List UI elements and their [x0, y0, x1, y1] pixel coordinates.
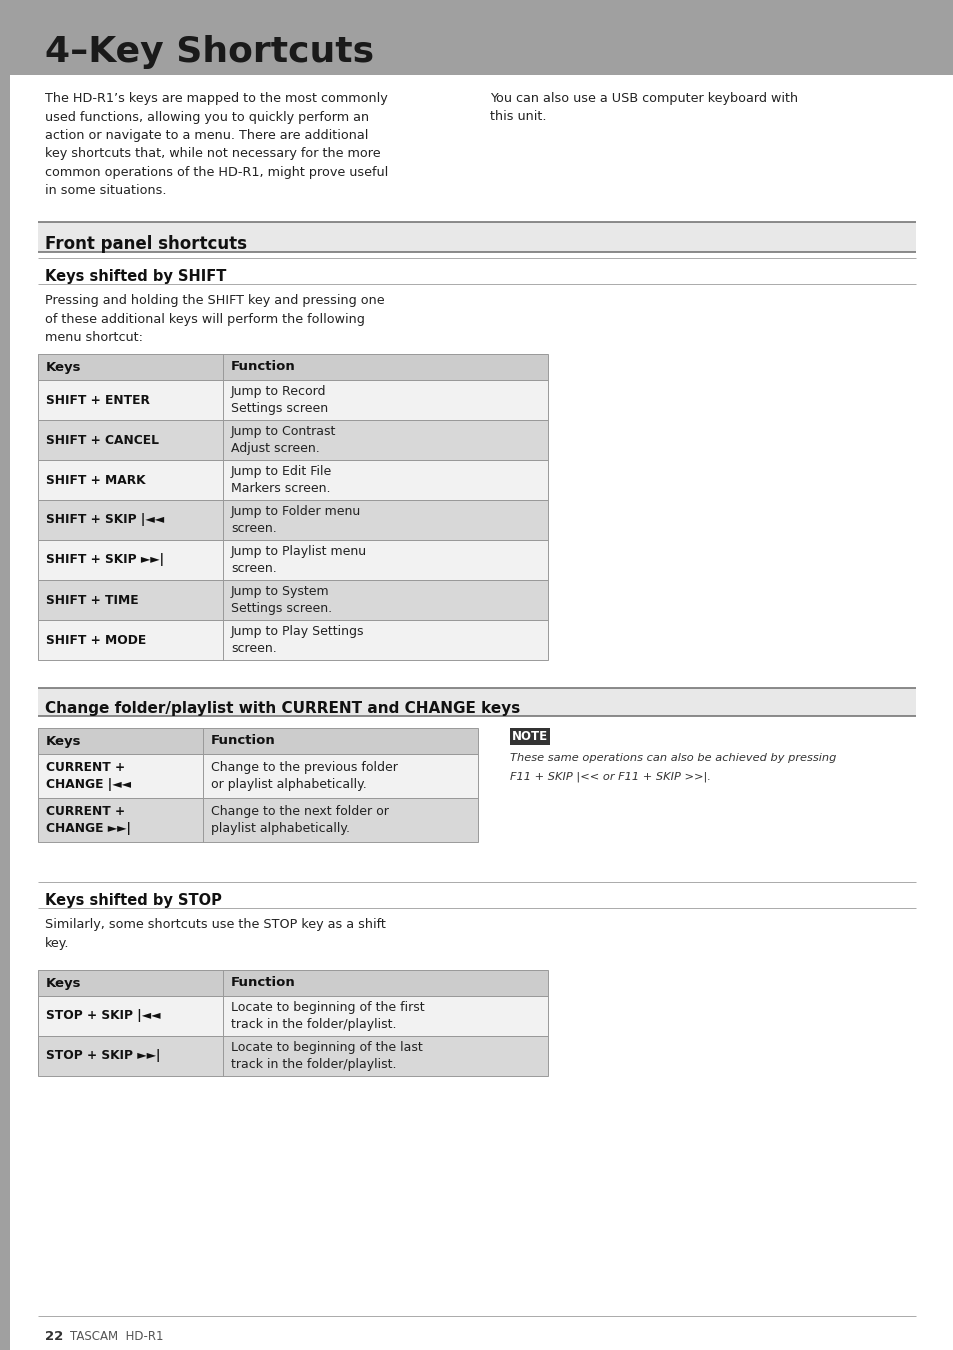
Text: Similarly, some shortcuts use the STOP key as a shift
key.: Similarly, some shortcuts use the STOP k… [45, 918, 385, 949]
Text: CURRENT +
CHANGE |◄◄: CURRENT + CHANGE |◄◄ [46, 761, 131, 791]
Text: You can also use a USB computer keyboard with
this unit.: You can also use a USB computer keyboard… [490, 92, 798, 123]
Text: CURRENT +
CHANGE ►►|: CURRENT + CHANGE ►►| [46, 805, 131, 836]
Text: SHIFT + MODE: SHIFT + MODE [46, 633, 146, 647]
Text: Jump to System
Settings screen.: Jump to System Settings screen. [231, 585, 332, 616]
Bar [38, 379, 547, 420]
Text: Change to the previous folder
or playlist alphabetically.: Change to the previous folder or playlis… [211, 761, 397, 791]
Bar [38, 798, 477, 842]
Bar [38, 728, 477, 755]
Text: STOP + SKIP ►►|: STOP + SKIP ►►| [46, 1049, 160, 1062]
Bar [0, 0, 953, 76]
Text: STOP + SKIP |◄◄: STOP + SKIP |◄◄ [46, 1010, 160, 1022]
Text: Jump to Playlist menu
screen.: Jump to Playlist menu screen. [231, 545, 367, 575]
Bar [38, 460, 547, 500]
Text: Jump to Folder menu
screen.: Jump to Folder menu screen. [231, 505, 361, 535]
Bar [38, 221, 915, 252]
Text: Front panel shortcuts: Front panel shortcuts [45, 235, 247, 252]
Text: SHIFT + MARK: SHIFT + MARK [46, 474, 146, 486]
Text: SHIFT + SKIP |◄◄: SHIFT + SKIP |◄◄ [46, 513, 164, 526]
Bar [38, 500, 547, 540]
Text: Jump to Contrast
Adjust screen.: Jump to Contrast Adjust screen. [231, 425, 336, 455]
Bar [38, 354, 547, 379]
Text: Jump to Play Settings
screen.: Jump to Play Settings screen. [231, 625, 364, 655]
Text: F11 + SKIP |<< or F11 + SKIP >>|.: F11 + SKIP |<< or F11 + SKIP >>|. [510, 771, 710, 782]
Bar [38, 379, 547, 420]
Bar [38, 460, 547, 500]
Bar [510, 728, 550, 745]
Text: Keys: Keys [46, 734, 81, 748]
Bar [38, 580, 547, 620]
Bar [38, 500, 547, 540]
Bar [38, 354, 547, 379]
Bar [38, 420, 547, 460]
Bar [38, 971, 547, 996]
Bar [38, 996, 547, 1035]
Text: SHIFT + ENTER: SHIFT + ENTER [46, 393, 150, 406]
Text: These same operations can also be achieved by pressing: These same operations can also be achiev… [510, 753, 836, 763]
Bar [38, 971, 547, 996]
Bar [38, 540, 547, 580]
Text: Locate to beginning of the first
track in the folder/playlist.: Locate to beginning of the first track i… [231, 1000, 424, 1031]
Text: Keys shifted by SHIFT: Keys shifted by SHIFT [45, 269, 226, 284]
Bar [38, 996, 547, 1035]
Bar [38, 420, 547, 460]
Bar [38, 580, 547, 620]
Text: Function: Function [231, 360, 295, 374]
Text: 22: 22 [45, 1330, 63, 1342]
Bar [38, 620, 547, 660]
Bar [38, 1035, 547, 1076]
Bar [0, 0, 10, 1350]
Bar [38, 728, 477, 755]
Text: SHIFT + TIME: SHIFT + TIME [46, 594, 138, 606]
Text: TASCAM  HD-R1: TASCAM HD-R1 [70, 1330, 163, 1342]
Text: Pressing and holding the SHIFT key and pressing one
of these additional keys wil: Pressing and holding the SHIFT key and p… [45, 294, 384, 344]
Text: Keys: Keys [46, 976, 81, 990]
Text: The HD-R1’s keys are mapped to the most commonly
used functions, allowing you to: The HD-R1’s keys are mapped to the most … [45, 92, 388, 197]
Bar [38, 798, 477, 842]
Text: 4–Key Shortcuts: 4–Key Shortcuts [45, 35, 374, 69]
Text: Jump to Record
Settings screen: Jump to Record Settings screen [231, 385, 328, 416]
Text: Locate to beginning of the last
track in the folder/playlist.: Locate to beginning of the last track in… [231, 1041, 422, 1072]
Bar [38, 1035, 547, 1076]
Bar [38, 620, 547, 660]
Text: Function: Function [211, 734, 275, 748]
Bar [38, 540, 547, 580]
Text: SHIFT + SKIP ►►|: SHIFT + SKIP ►►| [46, 554, 164, 567]
Bar [38, 755, 477, 798]
Text: Keys shifted by STOP: Keys shifted by STOP [45, 892, 222, 907]
Text: Jump to Edit File
Markers screen.: Jump to Edit File Markers screen. [231, 464, 332, 495]
Text: SHIFT + CANCEL: SHIFT + CANCEL [46, 433, 159, 447]
Text: Function: Function [231, 976, 295, 990]
Text: Keys: Keys [46, 360, 81, 374]
Bar [38, 755, 477, 798]
Text: Change to the next folder or
playlist alphabetically.: Change to the next folder or playlist al… [211, 805, 389, 836]
Text: Change folder/playlist with CURRENT and CHANGE keys: Change folder/playlist with CURRENT and … [45, 701, 519, 716]
Bar [38, 688, 915, 716]
Text: NOTE: NOTE [512, 730, 547, 742]
